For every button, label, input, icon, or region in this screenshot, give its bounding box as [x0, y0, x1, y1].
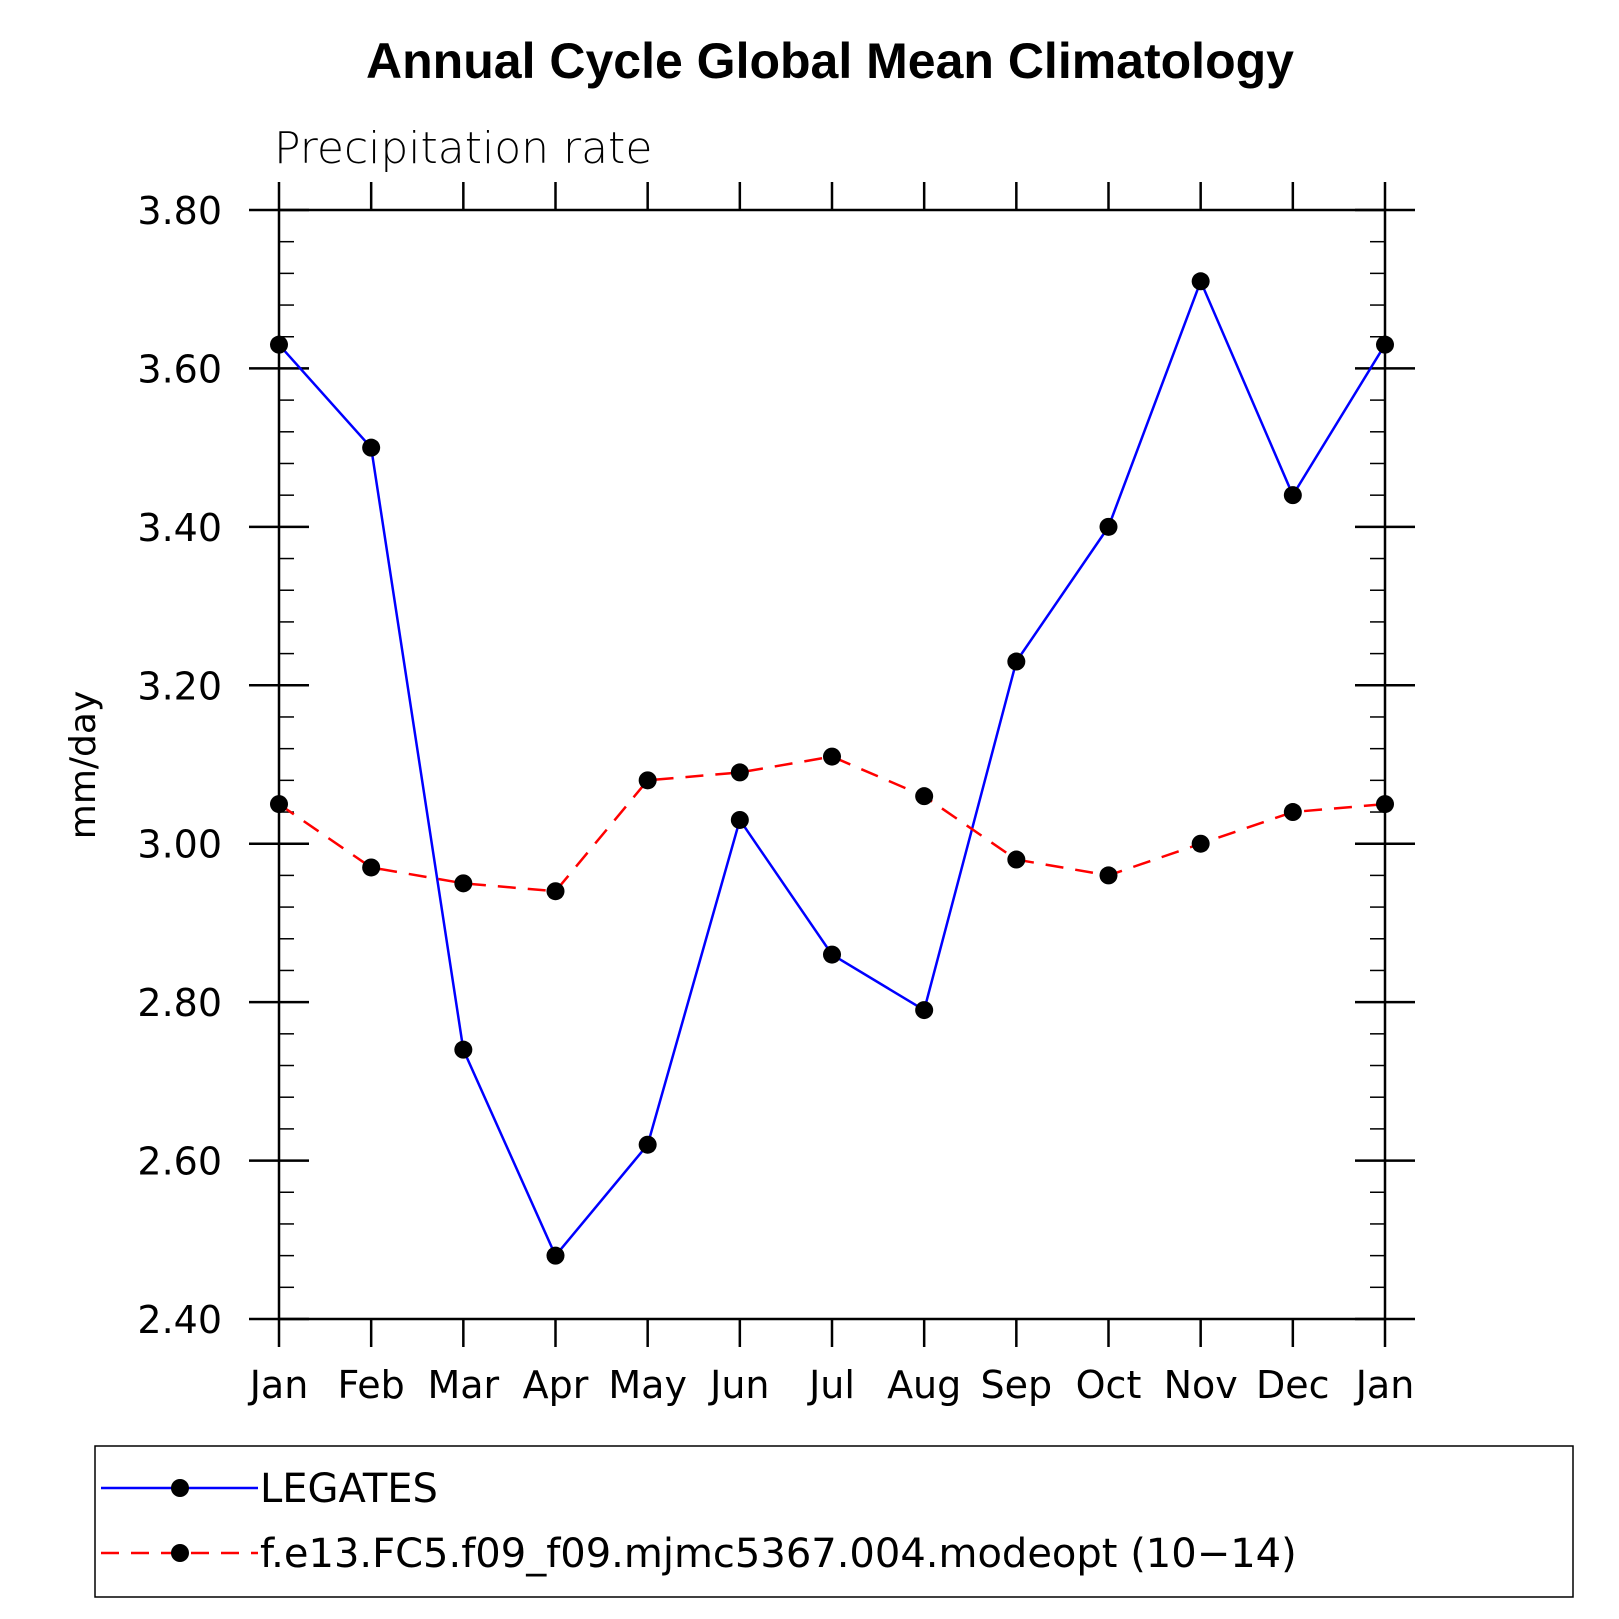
data-point-series-1	[1191, 272, 1210, 291]
data-point-series-1	[823, 945, 841, 964]
data-point-series-2	[270, 795, 288, 814]
data-point-series-2	[1099, 866, 1118, 885]
legend-marker-1	[171, 1479, 189, 1497]
x-tick-label: Jul	[807, 1363, 855, 1407]
data-point-series-2	[638, 771, 657, 790]
y-axis-label: mm/day	[63, 691, 104, 839]
data-point-series-2	[362, 858, 381, 877]
legend-label-1: LEGATES	[260, 1466, 438, 1512]
data-point-series-1	[1283, 486, 1302, 505]
y-tick-label: 3.40	[137, 506, 222, 550]
x-tick-label: Feb	[338, 1363, 405, 1407]
x-tick-label: Mar	[427, 1363, 499, 1407]
data-point-series-2	[1191, 834, 1210, 853]
x-tick-label: May	[608, 1363, 687, 1407]
x-tick-label: Apr	[523, 1363, 589, 1407]
data-point-series-1	[1099, 517, 1118, 536]
x-tick-label: Sep	[981, 1363, 1053, 1407]
y-tick-labels: 2.40 2.60 2.80 3.00 3.20 3.40 3.60 3.80	[137, 189, 222, 1342]
data-point-series-1	[1007, 652, 1026, 671]
x-tick-label: Nov	[1164, 1363, 1238, 1407]
x-tick-labels: Jan Feb Mar Apr May Jun Jul Aug Sep Oct Nov Dec Jan	[248, 1363, 1415, 1407]
data-point-series-2	[1007, 850, 1026, 869]
data-point-series-1	[270, 335, 288, 354]
data-point-series-1	[362, 438, 381, 457]
y-tick-label: 2.60	[137, 1140, 222, 1184]
data-point-series-2	[730, 763, 749, 782]
x-tick-label: Dec	[1256, 1363, 1330, 1407]
y-tick-label: 3.20	[137, 664, 222, 708]
axis-ticks	[249, 182, 1415, 1347]
data-point-series-1	[454, 1040, 473, 1059]
y-tick-label: 3.60	[137, 347, 222, 391]
series-layer	[270, 272, 1394, 1265]
data-point-series-2	[454, 874, 473, 893]
legend-box	[94, 1445, 1574, 1598]
data-point-series-1	[546, 1246, 565, 1265]
x-tick-label: Aug	[887, 1363, 961, 1407]
y-tick-label: 2.40	[137, 1298, 222, 1342]
data-point-series-2	[546, 882, 565, 901]
data-point-series-2	[1376, 795, 1394, 814]
data-point-series-2	[915, 787, 934, 806]
y-tick-label: 3.00	[137, 823, 222, 867]
legend-label-2: f.e13.FC5.f09_f09.mjmc5367.004.modeopt (…	[260, 1531, 1297, 1577]
x-tick-label: Oct	[1076, 1363, 1142, 1407]
y-tick-label: 2.80	[137, 981, 222, 1025]
x-tick-label: Jan	[1354, 1363, 1415, 1407]
x-tick-label: Jan	[248, 1363, 309, 1407]
y-tick-label: 3.80	[137, 189, 222, 233]
legend: LEGATES f.e13.FC5.f09_f09.mjmc5367.004.mo…	[101, 1466, 1297, 1577]
legend-marker-2	[171, 1544, 189, 1562]
chart-subtitle: Precipitation rate	[274, 123, 652, 174]
series-line-1	[278, 277, 1387, 1258]
data-point-series-1	[638, 1135, 657, 1154]
data-point-series-2	[1283, 803, 1302, 822]
x-tick-label: Jun	[708, 1363, 769, 1407]
series-line-2	[278, 755, 1386, 893]
chart-title: Annual Cycle Global Mean Climatology	[366, 33, 1294, 89]
data-point-series-2	[823, 747, 841, 766]
data-point-series-1	[1376, 335, 1394, 354]
data-point-series-1	[915, 1001, 934, 1020]
data-point-series-1	[730, 810, 749, 829]
